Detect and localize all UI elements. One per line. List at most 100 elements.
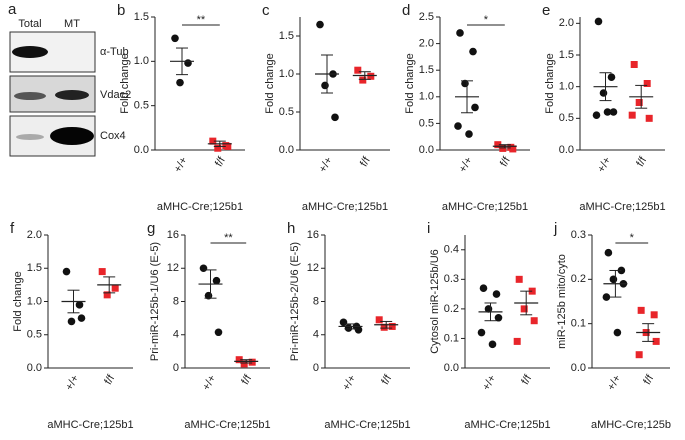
- panel-letter: e: [542, 2, 550, 19]
- y-tick-label: 0.3: [444, 273, 459, 285]
- data-point: [604, 248, 613, 257]
- y-tick-label: 0.0: [559, 144, 574, 156]
- panel-letter: a: [8, 1, 17, 18]
- data-point: [240, 360, 248, 368]
- data-point: [645, 114, 653, 122]
- y-tick-label: 2.5: [419, 11, 434, 23]
- data-point: [103, 291, 111, 299]
- data-point: [224, 142, 232, 150]
- data-point: [637, 306, 645, 314]
- blot-row: Cox4: [100, 130, 126, 142]
- data-point: [171, 34, 179, 43]
- y-tick-label: 0.0: [134, 144, 149, 156]
- x-tick-label: f/f: [634, 154, 649, 169]
- x-tick-label: +/+: [317, 155, 335, 175]
- x-axis-label: aMHC-Cre;125b: [591, 419, 671, 431]
- y-axis-label: Fold change: [544, 53, 556, 114]
- data-point: [321, 81, 329, 90]
- data-point: [630, 61, 638, 68]
- y-tick-label: 2.0: [419, 38, 434, 50]
- data-point: [316, 20, 324, 29]
- data-point: [354, 325, 363, 334]
- y-tick-label: 1.5: [279, 30, 294, 42]
- panel-letter: i: [427, 220, 430, 237]
- x-axis-label: aMHC-Cre;125b1: [184, 419, 270, 431]
- band: [55, 90, 89, 100]
- y-tick-label: 0.0: [444, 362, 459, 374]
- band: [16, 134, 44, 140]
- y-tick-label: 1.5: [419, 64, 434, 76]
- x-tick-label: f/f: [379, 372, 394, 387]
- y-tick-label: 1.0: [419, 91, 434, 103]
- y-tick-label: 0.5: [419, 117, 434, 129]
- x-tick-label: +/+: [480, 373, 498, 393]
- panel-letter: h: [287, 220, 295, 237]
- x-axis-label: aMHC-Cre;125b1: [464, 419, 550, 431]
- data-point: [471, 103, 479, 112]
- data-point: [375, 316, 383, 324]
- y-axis-label: Fold change: [119, 53, 131, 114]
- data-point: [339, 318, 348, 327]
- data-point: [477, 328, 486, 337]
- x-tick-label: +/+: [457, 155, 475, 175]
- x-axis-label: aMHC-Cre;125b1: [324, 419, 410, 431]
- x-tick-label: f/f: [498, 154, 513, 169]
- y-tick-label: 1.0: [134, 55, 149, 67]
- data-point: [592, 111, 601, 119]
- y-tick-label: 0.0: [419, 144, 434, 156]
- y-tick-label: 1.0: [27, 295, 42, 307]
- x-tick-label: f/f: [358, 154, 373, 169]
- x-tick-label: f/f: [239, 372, 254, 387]
- data-point: [613, 328, 622, 337]
- y-tick-label: 0.5: [134, 100, 149, 112]
- x-tick-label: +/+: [172, 155, 190, 175]
- y-axis-label: Fold change: [264, 53, 276, 114]
- data-point: [77, 314, 86, 322]
- y-tick-label: 0.5: [559, 112, 574, 124]
- data-point: [454, 122, 462, 130]
- y-tick-label: 0.2: [571, 273, 586, 285]
- x-tick-label: +/+: [200, 373, 218, 393]
- data-point: [67, 317, 76, 326]
- data-point: [176, 78, 184, 87]
- data-point: [388, 322, 396, 330]
- panel-letter: f: [10, 220, 15, 237]
- band: [12, 46, 48, 58]
- data-point: [488, 340, 497, 349]
- data-point: [492, 290, 501, 298]
- y-tick-label: 0.0: [571, 362, 586, 374]
- blot-column: Total: [18, 18, 41, 30]
- y-tick-label: 8: [173, 295, 179, 307]
- data-point: [599, 89, 608, 97]
- data-point: [479, 284, 488, 293]
- data-point: [248, 358, 256, 366]
- data-point: [509, 145, 517, 153]
- x-axis-label: aMHC-Cre;125b1: [302, 201, 388, 213]
- data-point: [344, 324, 353, 332]
- x-axis-label: aMHC-Cre;125b1: [157, 201, 243, 213]
- x-axis-label: aMHC-Cre;125b1: [579, 201, 665, 213]
- data-point: [209, 137, 217, 145]
- y-tick-label: 1.0: [559, 81, 574, 93]
- x-tick-label: +/+: [63, 373, 81, 393]
- data-point: [111, 284, 119, 292]
- x-tick-label: +/+: [340, 373, 358, 393]
- y-tick-label: 8: [313, 295, 319, 307]
- y-tick-label: 0: [313, 362, 319, 374]
- x-tick-label: f/f: [519, 372, 534, 387]
- data-point: [465, 130, 473, 138]
- y-axis-label: Pri-miR-125b-2/U6 (E-5): [289, 242, 301, 361]
- y-tick-label: 2.0: [27, 229, 42, 241]
- panel-letter: j: [553, 220, 557, 237]
- x-tick-label: f/f: [102, 372, 117, 387]
- significance: *: [484, 14, 489, 26]
- panel-letter: c: [262, 2, 270, 19]
- significance: **: [197, 14, 206, 26]
- data-point: [635, 99, 643, 106]
- data-point: [331, 113, 339, 122]
- data-point: [214, 144, 222, 152]
- data-point: [235, 356, 243, 364]
- data-point: [520, 305, 528, 313]
- x-tick-label: +/+: [595, 155, 613, 175]
